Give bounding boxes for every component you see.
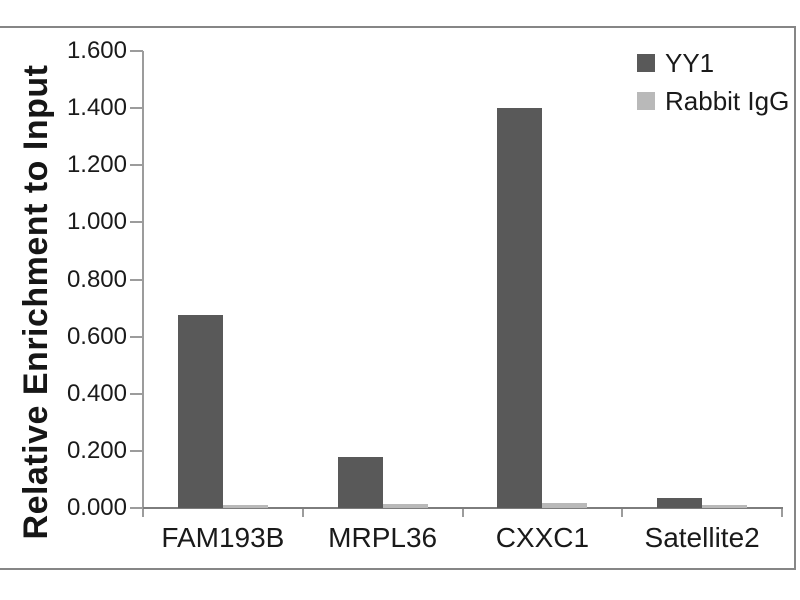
bar-yy1-cxxc1 <box>497 108 543 508</box>
y-tick-label: 1.600 <box>66 37 127 64</box>
y-tick-label: 0.800 <box>66 265 127 293</box>
y-tick <box>130 392 143 395</box>
y-tick <box>130 164 143 167</box>
y-axis-line <box>142 51 144 508</box>
x-tick <box>781 509 783 517</box>
y-tick-label: 0.600 <box>66 322 127 350</box>
y-tick <box>130 449 143 452</box>
y-tick-label: 0.200 <box>66 436 127 464</box>
y-tick <box>130 221 143 224</box>
x-category-label: CXXC1 <box>495 522 590 553</box>
bar-yy1-mrpl36 <box>337 457 383 508</box>
legend-label: Rabbit IgG <box>665 86 790 116</box>
legend-swatch-rabbit-igg <box>637 92 655 110</box>
legend-label: YY1 <box>665 48 715 78</box>
x-tick <box>621 509 624 517</box>
y-tick <box>130 278 143 281</box>
x-category-label: MRPL36 <box>328 522 438 553</box>
bar-rabbit-igg-fam193b <box>222 505 268 508</box>
y-tick-label: 1.400 <box>66 94 127 122</box>
x-tick <box>461 509 464 517</box>
y-tick <box>130 107 143 110</box>
x-category-label: FAM193B <box>161 522 285 553</box>
y-tick-label: 0.000 <box>66 494 127 521</box>
y-tick <box>130 507 143 509</box>
legend-swatch-yy1 <box>637 54 655 72</box>
bar-rabbit-igg-satellite2 <box>702 505 748 508</box>
legend-item: Rabbit IgG <box>637 86 790 116</box>
bar-rabbit-igg-cxxc1 <box>542 503 588 508</box>
y-tick-label: 0.400 <box>66 379 127 407</box>
x-tick <box>142 509 144 517</box>
y-tick-label: 1.000 <box>66 208 127 236</box>
frame-border-bottom <box>0 568 796 570</box>
x-category-label: Satellite2 <box>644 522 760 553</box>
bar-yy1-fam193b <box>177 315 223 508</box>
bar-rabbit-igg-mrpl36 <box>382 504 428 508</box>
frame-border-top <box>0 26 796 28</box>
x-tick <box>301 509 304 517</box>
bar-yy1-satellite2 <box>657 498 703 508</box>
legend-item: YY1 <box>637 48 715 78</box>
y-tick <box>130 50 143 52</box>
y-tick <box>130 335 143 338</box>
frame-border-right <box>794 26 796 570</box>
y-tick-label: 1.200 <box>66 151 127 179</box>
x-axis-line <box>142 507 783 509</box>
